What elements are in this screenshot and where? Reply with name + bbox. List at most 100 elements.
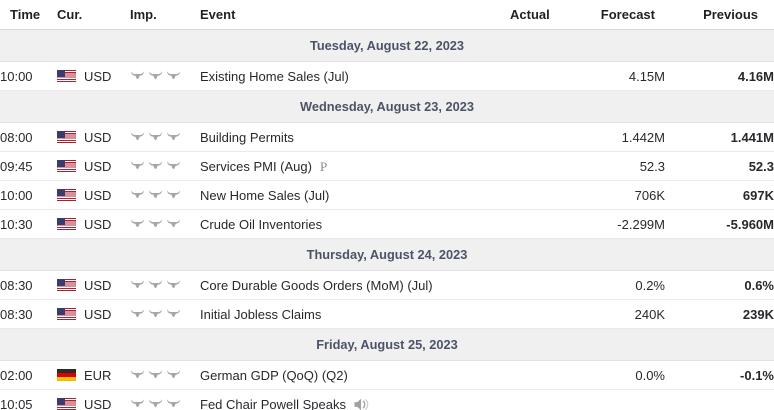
event-link[interactable]: New Home Sales (Jul): [200, 187, 330, 203]
bull-icon: [148, 161, 163, 172]
importance-cell: [130, 71, 200, 82]
bull-icon: [130, 399, 145, 410]
currency-cell: USD: [57, 397, 130, 410]
currency-code: USD: [84, 187, 112, 203]
previous-cell: 1.441M: [665, 122, 774, 152]
bull-icon: [166, 309, 181, 320]
event-link[interactable]: Initial Jobless Claims: [200, 306, 322, 322]
previous-cell: 52.3: [665, 151, 774, 181]
currency-code: USD: [84, 277, 112, 293]
bull-icon: [166, 190, 181, 201]
us-flag-icon: [57, 189, 76, 201]
previous-cell: [665, 390, 774, 410]
date-header: Thursday, August 24, 2023: [0, 238, 774, 271]
forecast-cell: 4.15M: [555, 61, 665, 91]
us-flag-icon: [57, 398, 76, 410]
bull-icon: [166, 161, 181, 172]
us-flag-icon: [57, 279, 76, 291]
date-header: Friday, August 25, 2023: [0, 328, 774, 361]
bull-icon: [130, 132, 145, 143]
currency-cell: USD: [57, 159, 130, 174]
currency-cell: USD: [57, 130, 130, 145]
bull-icon: [148, 132, 163, 143]
column-header-forecast: Forecast: [555, 0, 665, 30]
currency-code: EUR: [84, 367, 112, 383]
importance-cell: [130, 190, 200, 201]
importance-cell: [130, 219, 200, 230]
forecast-cell: [555, 390, 665, 410]
event-row: 10:00 USD Existing Home Sales (Jul) 4.15…: [0, 61, 774, 91]
bull-icon: [148, 190, 163, 201]
column-header-row: Time Cur. Imp. Event Actual Forecast Pre…: [0, 0, 774, 30]
event-row: 09:45 USD Services PMI (Aug) P 52.3 52.3: [0, 151, 774, 181]
bull-icon: [148, 280, 163, 291]
currency-cell: USD: [57, 188, 130, 203]
column-header-actual: Actual: [510, 0, 555, 30]
event-link[interactable]: German GDP (QoQ) (Q2): [200, 367, 348, 383]
currency-cell: USD: [57, 69, 130, 84]
bull-icon: [166, 370, 181, 381]
event-link[interactable]: Building Permits: [200, 129, 294, 145]
importance-cell: [130, 399, 200, 410]
bull-icon: [130, 190, 145, 201]
previous-cell: -5.960M: [665, 209, 774, 239]
bull-icon: [166, 219, 181, 230]
forecast-cell: 706K: [555, 180, 665, 210]
actual-cell: [510, 180, 555, 210]
event-link[interactable]: Fed Chair Powell Speaks: [200, 396, 346, 410]
date-header-row: Tuesday, August 22, 2023: [0, 29, 774, 62]
bull-icon: [130, 161, 145, 172]
column-header-time: Time: [0, 0, 57, 30]
us-flag-icon: [57, 218, 76, 230]
bull-icon: [166, 399, 181, 410]
importance-cell: [130, 132, 200, 143]
date-header: Tuesday, August 22, 2023: [0, 29, 774, 62]
currency-cell: USD: [57, 217, 130, 232]
event-row: 08:30 USD Initial Jobless Claims 240K 23…: [0, 299, 774, 329]
preliminary-marker: P: [319, 158, 328, 174]
currency-code: USD: [84, 68, 112, 84]
currency-code: USD: [84, 158, 112, 174]
event-row: 10:00 USD New Home Sales (Jul) 706K 697K: [0, 180, 774, 210]
event-link[interactable]: Crude Oil Inventories: [200, 216, 323, 232]
column-header-previous: Previous: [665, 0, 774, 30]
actual-cell: [510, 61, 555, 91]
currency-code: USD: [84, 396, 112, 410]
bull-icon: [166, 71, 181, 82]
event-link[interactable]: Services PMI (Aug): [200, 158, 312, 174]
forecast-cell: 52.3: [555, 151, 665, 181]
previous-cell: 697K: [665, 180, 774, 210]
forecast-cell: 0.2%: [555, 270, 665, 300]
importance-cell: [130, 370, 200, 381]
date-header-row: Thursday, August 24, 2023: [0, 238, 774, 271]
date-header: Wednesday, August 23, 2023: [0, 90, 774, 123]
previous-cell: 239K: [665, 299, 774, 329]
currency-cell: USD: [57, 307, 130, 322]
bull-icon: [148, 71, 163, 82]
column-header-event: Event: [200, 0, 510, 30]
date-header-row: Friday, August 25, 2023: [0, 328, 774, 361]
us-flag-icon: [57, 70, 76, 82]
forecast-cell: -2.299M: [555, 209, 665, 239]
event-link[interactable]: Existing Home Sales (Jul): [200, 68, 349, 84]
currency-code: USD: [84, 129, 112, 145]
column-header-currency: Cur.: [57, 0, 130, 30]
date-header-row: Wednesday, August 23, 2023: [0, 90, 774, 123]
bull-icon: [130, 309, 145, 320]
actual-cell: [510, 299, 555, 329]
time-cell: 09:45: [0, 151, 57, 181]
time-cell: 10:00: [0, 180, 57, 210]
event-row: 08:00 USD Building Permits 1.442M 1.441M: [0, 122, 774, 152]
us-flag-icon: [57, 160, 76, 172]
currency-code: USD: [84, 216, 112, 232]
bull-icon: [130, 280, 145, 291]
bull-icon: [130, 370, 145, 381]
event-link[interactable]: Core Durable Goods Orders (MoM) (Jul): [200, 277, 433, 293]
actual-cell: [510, 270, 555, 300]
forecast-cell: 0.0%: [555, 360, 665, 390]
time-cell: 10:00: [0, 61, 57, 91]
currency-code: USD: [84, 306, 112, 322]
importance-cell: [130, 309, 200, 320]
